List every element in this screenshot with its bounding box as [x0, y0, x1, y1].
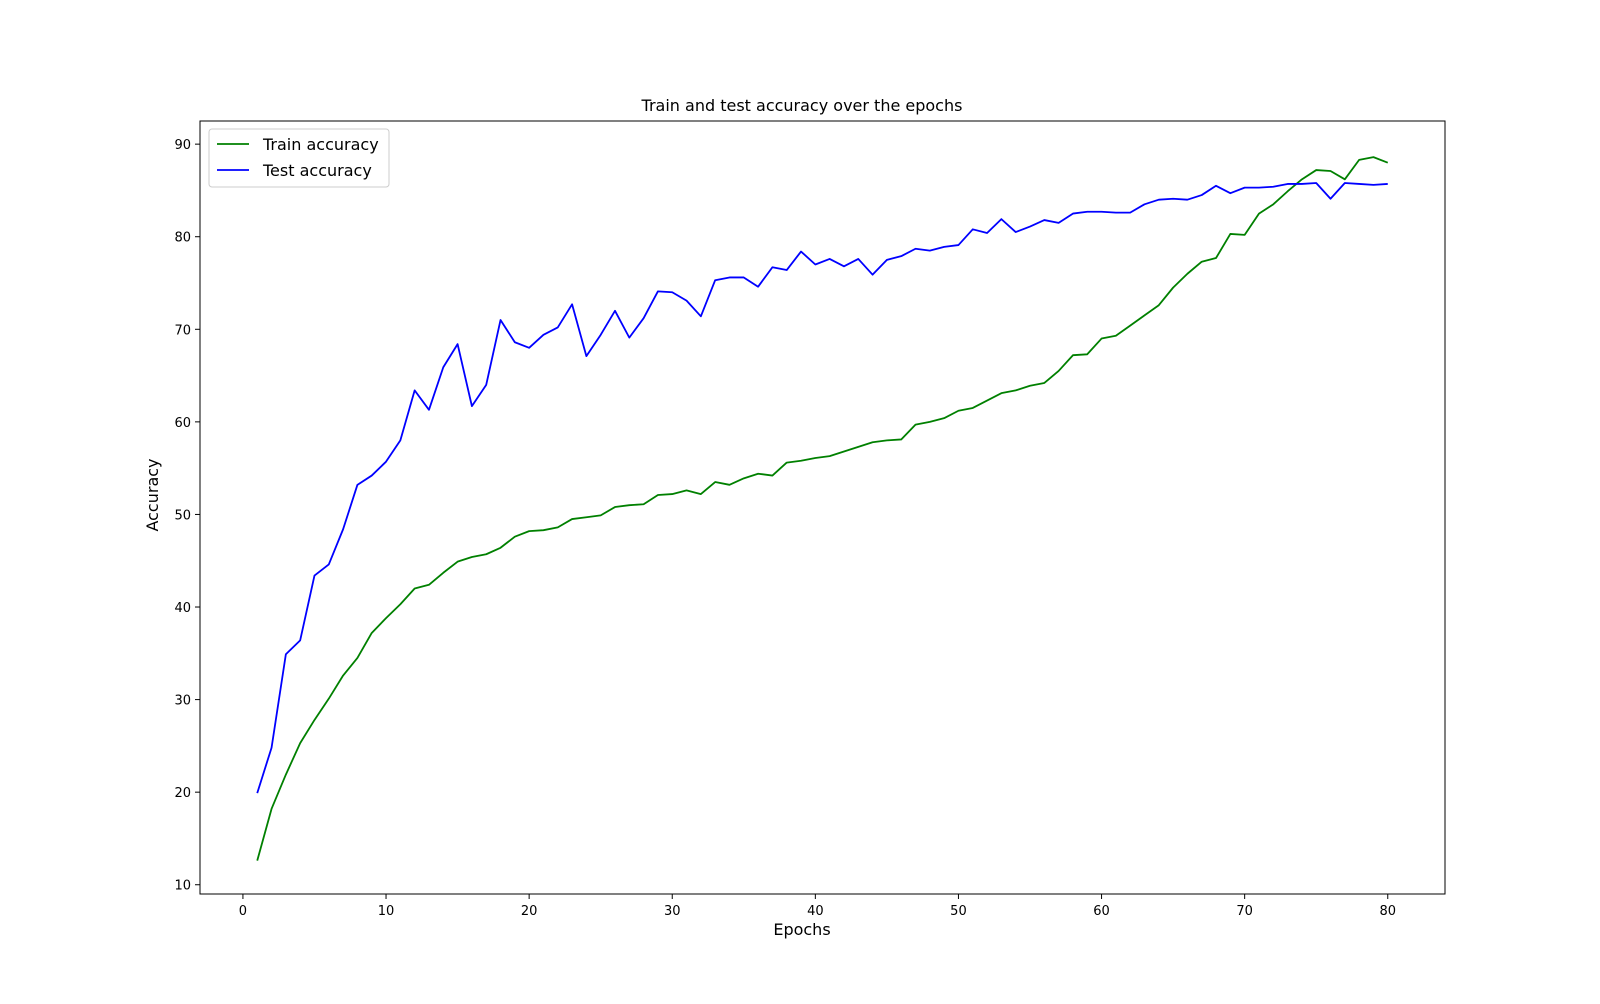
y-tick-label: 20	[174, 786, 191, 801]
x-tick-label: 80	[1379, 904, 1396, 919]
legend-entry: Test accuracy	[262, 161, 372, 180]
y-tick-label: 60	[174, 416, 191, 431]
x-tick-label: 30	[664, 904, 681, 919]
legend-entry: Train accuracy	[262, 135, 379, 154]
series-line-test-accuracy	[256, 182, 1388, 794]
x-tick-label: 60	[1093, 904, 1110, 919]
plot-area	[199, 120, 1446, 895]
x-tick-label: 10	[378, 904, 395, 919]
y-axis: 10 20 30 40 50 60 70 80 90	[174, 138, 200, 894]
y-tick-label: 70	[174, 323, 191, 338]
y-axis-label: Accuracy	[143, 458, 162, 531]
plot-frame	[199, 120, 1446, 895]
x-tick-label: 70	[1236, 904, 1253, 919]
y-tick-label: 10	[174, 879, 191, 894]
x-axis-label: Epochs	[773, 920, 830, 939]
y-tick-label: 50	[174, 508, 191, 523]
y-tick-label: 30	[174, 694, 191, 709]
legend-box	[208, 128, 390, 188]
chart-title: Train and test accuracy over the epochs	[641, 96, 963, 115]
x-tick-label: 20	[521, 904, 538, 919]
series-line-train-accuracy	[256, 156, 1389, 861]
y-tick-label: 90	[174, 138, 191, 153]
x-tick-label: 40	[807, 904, 824, 919]
chart-legend: Train accuracy Test accuracy	[208, 128, 390, 188]
x-tick-label: 50	[950, 904, 967, 919]
x-axis: 0 10 20 30 40 50 60 70 80	[239, 894, 1396, 919]
y-tick-label: 40	[174, 601, 191, 616]
y-tick-label: 80	[174, 231, 191, 246]
x-tick-label: 0	[239, 904, 247, 919]
